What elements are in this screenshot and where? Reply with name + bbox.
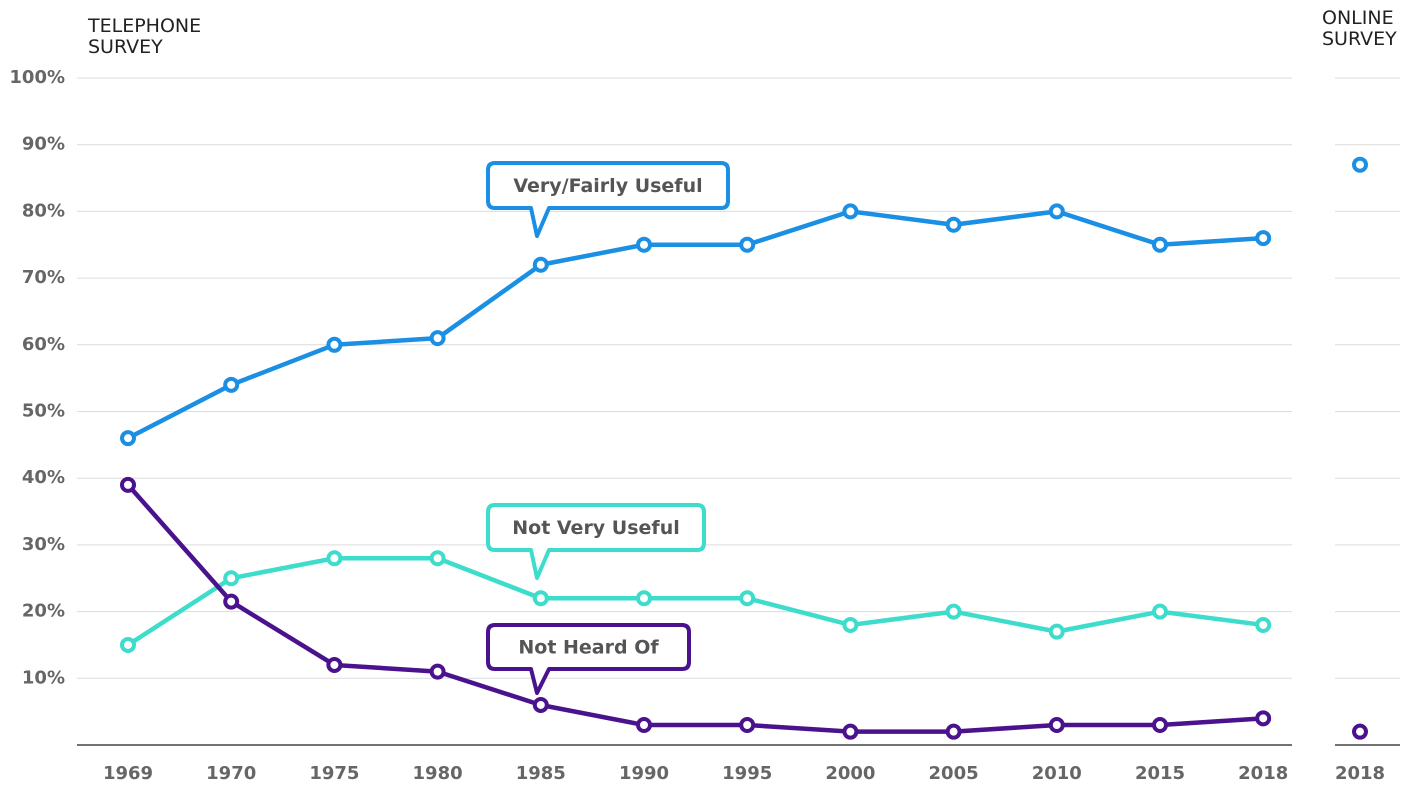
x-tick-label: 1970: [206, 763, 256, 784]
x-tick-label: 1969: [103, 763, 153, 784]
point: [1255, 710, 1272, 727]
point: [739, 236, 756, 253]
point: [429, 330, 446, 347]
point: [636, 236, 652, 253]
point: [429, 663, 446, 680]
point: [739, 590, 756, 607]
y-tick-label: 20%: [22, 601, 65, 622]
point: [636, 716, 652, 733]
point: [945, 216, 962, 233]
x-tick-label: 1980: [413, 763, 463, 784]
y-tick-label: 40%: [22, 467, 65, 488]
point: [1352, 156, 1368, 173]
series-line: [126, 555, 1264, 647]
callout-box: [486, 503, 706, 580]
x-tick-label: 2000: [825, 763, 875, 784]
series-line: [126, 483, 1264, 734]
point: [842, 616, 859, 633]
point: [223, 593, 240, 610]
point: [1152, 716, 1168, 733]
x-tick-label: 2018: [1335, 763, 1385, 784]
point: [1048, 716, 1065, 733]
callout-box: [486, 623, 691, 695]
y-tick-label: 100%: [9, 67, 65, 88]
y-tick-label: 10%: [22, 667, 65, 688]
point: [532, 696, 549, 713]
y-tick-label: 30%: [22, 534, 65, 555]
point: [945, 723, 962, 740]
x-tick-label: 1990: [619, 763, 669, 784]
point: [120, 476, 136, 493]
point: [1048, 203, 1065, 220]
point: [1352, 723, 1368, 740]
point: [223, 570, 240, 587]
y-tick-label: 70%: [22, 267, 65, 288]
callout-box: [486, 161, 730, 238]
point: [120, 430, 136, 447]
point: [326, 656, 343, 673]
y-tick-label: 50%: [22, 401, 65, 422]
panel-title: ONLINE SURVEY: [1322, 7, 1397, 50]
x-tick-label: 2010: [1032, 763, 1082, 784]
legend-label: Very/Fairly Useful: [513, 175, 702, 197]
point: [120, 636, 136, 653]
x-tick-label: 1995: [722, 763, 772, 784]
y-tick-label: 80%: [22, 200, 65, 221]
point: [739, 716, 756, 733]
point: [1152, 603, 1168, 620]
point: [326, 336, 343, 353]
y-tick-label: 60%: [22, 334, 65, 355]
point: [945, 603, 962, 620]
legend-label: Not Very Useful: [512, 517, 680, 539]
x-tick-label: 2005: [929, 763, 979, 784]
point: [429, 550, 446, 567]
point: [1152, 236, 1168, 253]
x-tick-label: 2015: [1135, 763, 1185, 784]
legend-label: Not Heard Of: [518, 637, 659, 659]
chart-title: TELEPHONE SURVEY: [88, 15, 202, 58]
x-tick-label: 1985: [516, 763, 566, 784]
point: [1048, 623, 1065, 640]
point: [1255, 616, 1272, 633]
point: [326, 550, 343, 567]
point: [532, 256, 549, 273]
x-tick-label: 2018: [1238, 763, 1288, 784]
point: [223, 376, 240, 393]
point: [842, 723, 859, 740]
x-tick-label: 1975: [309, 763, 359, 784]
point: [1255, 230, 1272, 247]
point: [842, 203, 859, 220]
point: [636, 590, 652, 607]
point: [532, 590, 549, 607]
series-line: [126, 209, 1264, 441]
y-tick-label: 90%: [22, 134, 65, 155]
